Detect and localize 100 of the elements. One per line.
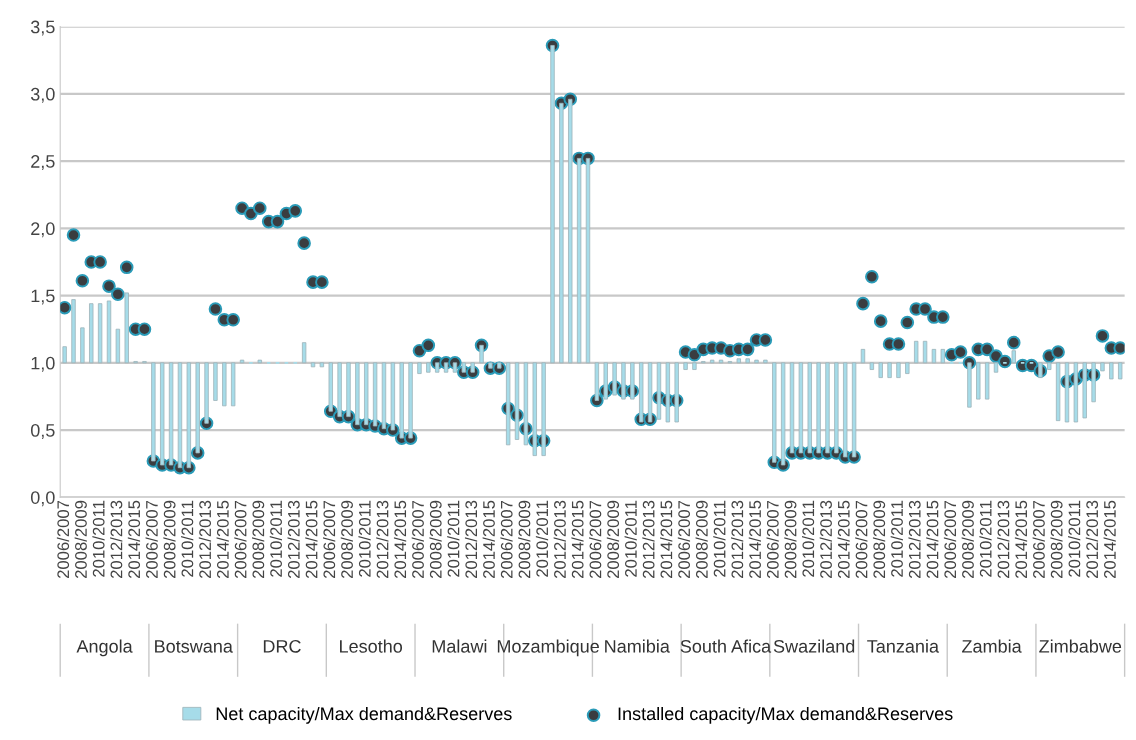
x-tick-label: 2006/2007 <box>943 500 957 578</box>
x-tick-label: 2012/2013 <box>198 500 212 578</box>
bar <box>905 362 910 374</box>
bar <box>106 300 112 364</box>
x-tick-label: 2012/2013 <box>464 500 478 578</box>
text: Botswana <box>155 640 233 653</box>
bar <box>887 362 892 379</box>
x-tick-label: 2010/2011 <box>890 500 903 577</box>
x-tick-label: 2012/2013 <box>1085 500 1099 578</box>
x-tick-label: 2014/2015 <box>216 500 229 578</box>
x-tick-label: 2010/2011 <box>535 500 549 577</box>
y-tick-label: 3,5 <box>30 20 55 36</box>
text: Lesotho <box>340 639 403 653</box>
bar <box>230 362 236 407</box>
bar <box>310 362 316 368</box>
bar <box>896 362 901 379</box>
bar <box>984 362 990 400</box>
x-tick-label: 2008/2009 <box>340 500 353 578</box>
x-tick-label: 2006/2007 <box>677 500 691 578</box>
bar <box>913 340 919 364</box>
x-tick-label: 2014/2015 <box>127 500 141 578</box>
x-tick-label: 2010/2011 <box>979 500 992 577</box>
x-tick-label: 2008/2009 <box>784 500 797 578</box>
bar <box>319 362 325 368</box>
bar <box>417 362 422 374</box>
x-tick-label: 2008/2009 <box>695 500 708 578</box>
bar <box>860 348 866 364</box>
x-tick-label: 2010/2011 <box>358 500 371 577</box>
bar <box>222 362 227 407</box>
x-tick-label: 2008/2009 <box>429 500 442 578</box>
x-tick-label: 2006/2007 <box>145 500 158 578</box>
x-tick-label: 2014/2015 <box>837 500 850 578</box>
text: Zimbabwe <box>1039 639 1122 653</box>
x-tick-label: 2012/2013 <box>110 500 123 578</box>
x-tick-label: 2006/2007 <box>234 500 247 578</box>
bar <box>878 362 883 379</box>
x-tick-label: 2010/2011 <box>1068 500 1081 577</box>
bar <box>1055 362 1061 422</box>
x-tick-label: 2008/2009 <box>872 500 886 578</box>
x-tick-label: 2008/2009 <box>606 500 620 578</box>
x-tick-label: 2008/2009 <box>252 500 265 578</box>
legend-label: Net capacity/Max demand&Reserves <box>216 706 512 724</box>
text: Mozambique <box>497 639 599 657</box>
text: DRC <box>263 639 301 653</box>
text: Tanzania <box>867 639 940 653</box>
x-tick-label: 2012/2013 <box>287 500 300 578</box>
y-tick-label: 0,0 <box>30 491 55 507</box>
x-tick-label: 2006/2007 <box>855 500 868 578</box>
bar <box>124 292 129 364</box>
x-tick-label: 2012/2013 <box>997 500 1010 578</box>
x-tick-label: 2014/2015 <box>482 500 495 578</box>
x-tick-label: 2012/2013 <box>731 500 744 578</box>
x-tick-label: 2014/2015 <box>748 500 761 578</box>
y-tick-label: 1,0 <box>31 356 55 372</box>
x-tick-label: 2008/2009 <box>961 500 974 578</box>
x-tick-label: 2010/2011 <box>269 500 282 577</box>
bar <box>754 359 759 364</box>
x-tick-label: 2006/2007 <box>500 500 513 578</box>
x-tick-label: 2006/2007 <box>1032 500 1045 578</box>
y-tick-label: 1,5 <box>31 289 55 305</box>
bar <box>239 359 245 364</box>
x-tick-label: 2014/2015 <box>393 500 407 578</box>
x-tick-label: 2014/2015 <box>1014 500 1028 578</box>
y-tick-label: 2,5 <box>31 155 55 170</box>
x-tick-label: 2006/2007 <box>322 500 336 578</box>
x-tick-label: 2014/2015 <box>660 500 673 578</box>
legend-label: Installed capacity/Max demand&Reserves <box>618 706 953 724</box>
x-tick-label: 2012/2013 <box>642 500 655 578</box>
text: Malawi <box>432 639 487 653</box>
text: Swaziland <box>773 639 855 653</box>
y-tick-label: 3,0 <box>30 87 55 103</box>
x-tick-label: 2006/2007 <box>766 500 779 578</box>
bar <box>869 362 875 370</box>
x-tick-label: 2006/2007 <box>56 500 70 578</box>
bar <box>763 359 768 364</box>
bar <box>736 358 741 364</box>
x-tick-label: 2014/2015 <box>1103 500 1116 578</box>
x-tick-label: 2012/2013 <box>908 500 921 578</box>
x-tick-label: 2012/2013 <box>553 500 566 578</box>
bar <box>931 348 937 364</box>
x-tick-label: 2014/2015 <box>571 500 584 578</box>
x-tick-label: 2010/2011 <box>92 500 105 577</box>
y-tick-label: 2,0 <box>31 222 55 238</box>
x-tick-label: 2014/2015 <box>305 500 318 578</box>
bar <box>718 359 724 364</box>
bar <box>301 342 307 364</box>
bar <box>71 299 76 364</box>
x-tick-label: 2014/2015 <box>926 500 939 578</box>
bar <box>709 359 715 364</box>
bar <box>62 346 67 364</box>
x-tick-label: 2008/2009 <box>518 500 531 578</box>
bar <box>1118 362 1123 380</box>
bar <box>257 359 262 364</box>
x-tick-label: 2008/2009 <box>163 500 176 578</box>
text: Angola <box>76 639 133 657</box>
bar <box>115 328 121 364</box>
x-tick-label: 2010/2011 <box>447 500 460 577</box>
x-tick-label: 2012/2013 <box>819 500 832 578</box>
bar <box>97 303 103 364</box>
x-tick-label: 2010/2011 <box>801 500 815 577</box>
